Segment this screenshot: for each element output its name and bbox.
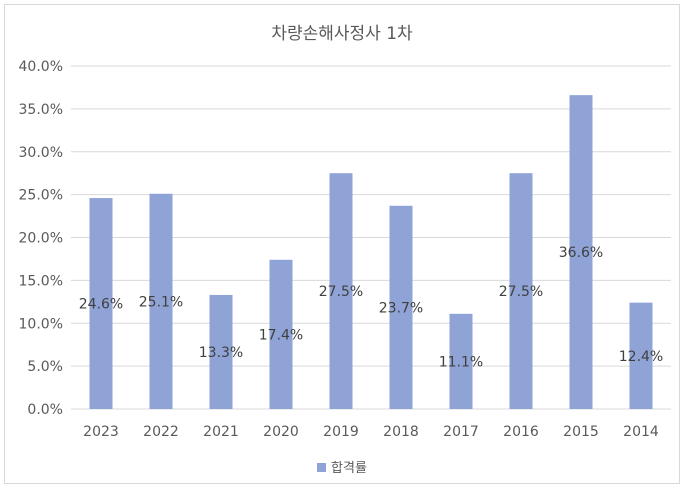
legend-label: 합격률 [331,461,367,476]
bar [149,193,173,409]
data-label: 27.5% [319,284,363,300]
x-tick-label: 2020 [263,424,299,440]
legend-swatch [317,463,327,472]
y-tick-label: 15.0% [19,273,63,289]
y-tick-label: 35.0% [19,102,63,118]
x-tick-label: 2023 [83,424,119,440]
x-tick-label: 2019 [323,424,359,440]
data-label: 27.5% [499,284,543,300]
data-label: 13.3% [199,345,243,361]
chart-frame: 차량손해사정사 1차 0.0% 5.0% 10.0% 15.0% 20.0% 25.0% 3… [4,4,680,484]
bar [629,302,653,409]
legend: 합격률 [5,457,679,476]
bar [569,95,593,409]
bar [449,313,473,409]
x-tick-label: 2016 [503,424,539,440]
y-tick-label: 30.0% [19,145,63,161]
y-tick-label: 10.0% [19,316,63,332]
y-tick-label: 20.0% [19,231,63,247]
data-label: 17.4% [259,327,303,343]
x-tick-label: 2022 [143,424,179,440]
x-tick-label: 2014 [623,424,659,440]
y-tick-label: 0.0% [27,402,63,418]
data-label: 24.6% [79,297,123,313]
bar [389,205,413,409]
y-tick-label: 5.0% [27,359,63,375]
data-label: 23.7% [379,300,423,316]
chart-title: 차량손해사정사 1차 [271,24,413,44]
bar [329,173,353,409]
data-label: 36.6% [559,245,603,261]
x-tick-label: 2021 [203,424,239,440]
bar [269,259,293,409]
x-tick-label: 2018 [383,424,419,440]
plot-area: 0.0% 5.0% 10.0% 15.0% 20.0% 25.0% 30.0% 35.0% 40… [19,59,671,440]
data-label: 11.1% [439,354,483,370]
y-tick-label: 40.0% [19,59,63,75]
data-label: 25.1% [139,294,183,310]
x-tick-label: 2015 [563,424,599,440]
bar [209,294,233,409]
bar [89,198,113,409]
x-tick-label: 2017 [443,424,479,440]
y-tick-label: 25.0% [19,188,63,204]
data-label: 12.4% [619,349,663,365]
bar [509,173,533,409]
